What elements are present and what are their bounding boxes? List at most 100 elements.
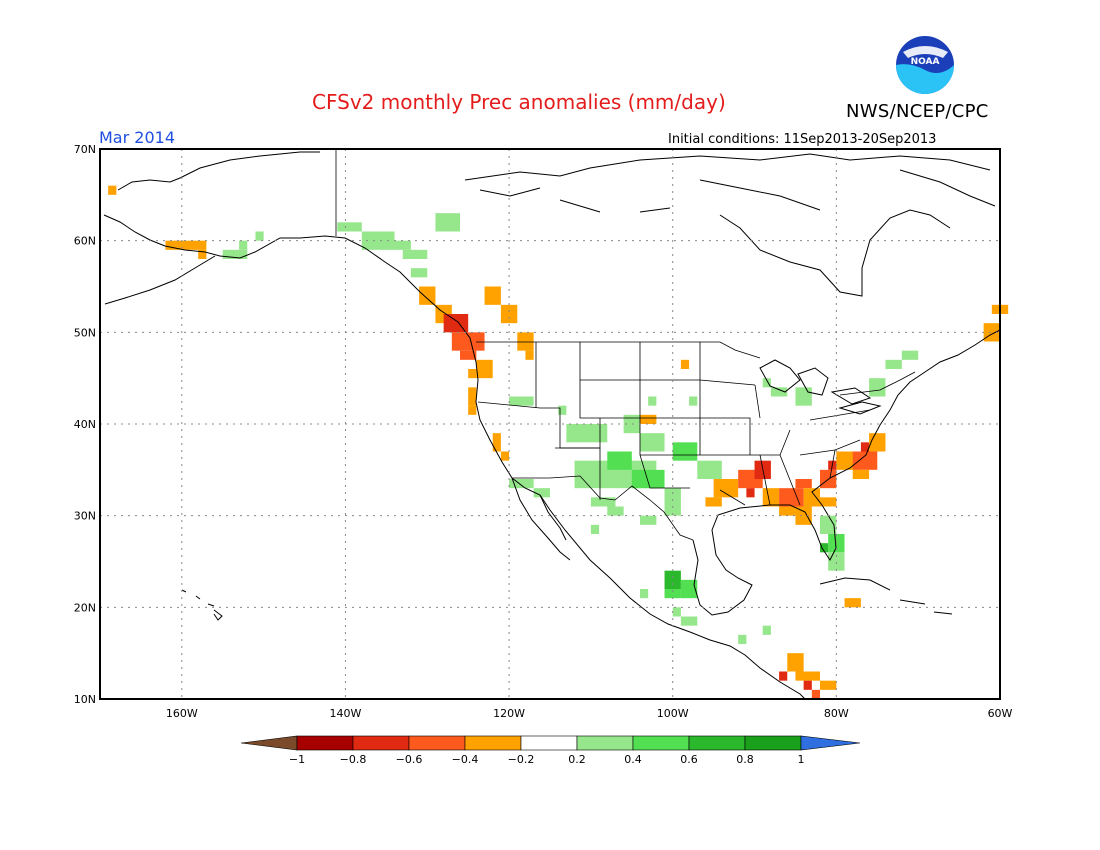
color-legend: −1 −0.8 −0.6 −0.4 −0.2 0.2 0.4 0.6 0.8 1 — [240, 735, 861, 766]
anomaly-cell — [631, 469, 665, 489]
anomaly-cell — [198, 249, 207, 259]
legend-bin — [520, 735, 578, 751]
anomaly-cell — [558, 405, 567, 415]
anomaly-cell — [533, 488, 550, 498]
lon-label: 120W — [493, 707, 525, 720]
lon-label: 80W — [824, 707, 849, 720]
anomaly-cell — [869, 378, 886, 397]
legend-label: −0.2 — [508, 753, 535, 766]
anomaly-cell — [165, 240, 207, 250]
anomaly-cell — [509, 479, 534, 489]
legend-bin — [688, 735, 746, 751]
anomaly-cell — [468, 369, 477, 379]
legend-arrow-min — [240, 735, 298, 751]
anomaly-cell — [222, 249, 248, 259]
legend-label: 0.4 — [624, 753, 642, 766]
anomaly-cell — [885, 359, 902, 369]
anomaly-cell — [468, 387, 477, 406]
anomaly-cell — [664, 589, 681, 599]
anomaly-cell — [779, 506, 796, 516]
anomaly-cell — [468, 405, 477, 415]
agency-label: NWS/NCEP/CPC — [846, 101, 989, 122]
anomaly-cell — [762, 378, 771, 388]
anomaly-cell — [795, 387, 812, 406]
lon-label: 100W — [657, 707, 689, 720]
lon-label: 160W — [166, 707, 198, 720]
anomaly-cell — [509, 396, 534, 406]
anomaly-cell — [795, 671, 820, 681]
legend-arrow-max — [800, 735, 861, 751]
anomaly-cell — [419, 286, 436, 305]
anomaly-cell — [492, 433, 501, 452]
anomaly-cell — [402, 249, 428, 259]
anomaly-cell — [820, 497, 837, 507]
anomaly-cell — [746, 488, 755, 498]
anomaly-cell — [820, 680, 837, 690]
anomaly-cell — [590, 497, 616, 507]
noaa-logo: NOAA — [896, 36, 954, 94]
anomaly-cell — [640, 515, 657, 525]
anomaly-cell — [680, 616, 698, 626]
lat-labels: 70N 60N 50N 40N 30N 20N 10N — [74, 143, 96, 706]
anomaly-cells-layer — [108, 185, 1009, 699]
anomaly-cell — [517, 332, 534, 351]
anomaly-cell — [713, 479, 739, 498]
anomaly-cell — [607, 506, 624, 516]
anomaly-cell — [451, 332, 485, 351]
anomaly-cell — [852, 469, 870, 479]
anomaly-cell — [394, 240, 411, 250]
valid-month-label: Mar 2014 — [99, 128, 175, 147]
anomaly-cell — [828, 534, 845, 553]
legend-bin — [296, 735, 354, 751]
anomaly-cell — [476, 359, 493, 379]
anomaly-cell — [820, 515, 837, 534]
legend-label: 1 — [798, 753, 805, 766]
anomaly-cell — [680, 579, 698, 599]
anomaly-cell — [500, 451, 510, 461]
anomaly-cell — [108, 185, 117, 195]
anomaly-cell — [640, 589, 649, 599]
coastlines — [103, 151, 1001, 700]
anomaly-cell — [672, 442, 698, 461]
anomaly-cell — [689, 396, 698, 406]
lat-label: 70N — [74, 143, 96, 156]
anomaly-cell — [803, 680, 812, 690]
legend-bin — [352, 735, 410, 751]
anomaly-cell — [852, 451, 878, 470]
legend-bin — [632, 735, 690, 751]
legend-label: 0.6 — [680, 753, 698, 766]
anomaly-cell — [648, 396, 657, 406]
anomaly-cell — [738, 634, 747, 644]
anomaly-cell — [566, 424, 608, 443]
plot-frame — [99, 148, 1001, 700]
legend-bin — [464, 735, 522, 751]
anomaly-cell — [239, 240, 248, 250]
anomaly-cell — [811, 689, 820, 699]
anomaly-cell — [672, 607, 681, 617]
anomaly-cell — [337, 222, 362, 232]
anomaly-cell — [901, 350, 919, 360]
gridlines — [100, 149, 1000, 699]
legend-label: −0.4 — [452, 753, 479, 766]
anomaly-cell — [525, 350, 534, 360]
logo-text: NOAA — [911, 57, 940, 67]
anomaly-cell — [705, 497, 722, 507]
anomaly-cell — [762, 625, 771, 635]
anomaly-cell — [484, 286, 501, 305]
anomaly-cell — [590, 524, 600, 534]
anomaly-cell — [787, 653, 804, 672]
lat-label: 40N — [74, 418, 96, 431]
lat-label: 20N — [74, 601, 96, 614]
lat-label: 30N — [74, 510, 96, 523]
lat-label: 10N — [74, 693, 96, 706]
legend-bin — [576, 735, 634, 751]
anomaly-cell — [779, 671, 788, 681]
borders — [335, 149, 916, 541]
anomaly-cell — [770, 387, 788, 397]
lon-labels: 160W 140W 120W 100W 80W 60W — [166, 707, 1013, 720]
anomaly-cell — [762, 488, 780, 507]
anomaly-cell — [443, 314, 469, 333]
anomaly-cell — [361, 231, 395, 250]
anomaly-cell — [803, 488, 820, 507]
anomaly-cell — [820, 543, 829, 553]
